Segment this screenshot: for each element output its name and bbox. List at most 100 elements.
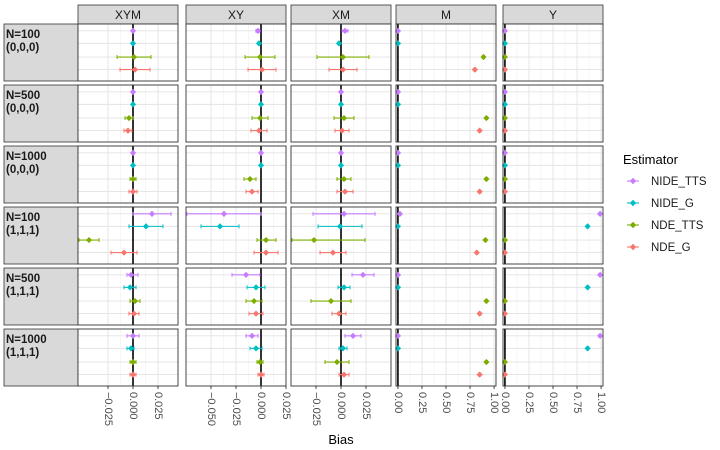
point-nde-g [476,310,483,317]
point-nide-tts [129,88,137,95]
point-nde-tts [130,53,138,61]
row-strip-n-5: N=1000 [6,334,47,346]
row-strip-setting-2: (0,0,0) [6,164,39,176]
x-tick-label: 0.00 [499,392,511,413]
point-nde-tts [256,358,264,366]
x-tick-label: −0.025 [310,392,322,426]
point-nide-tts [127,271,135,278]
point-nde-g [335,310,343,317]
point-nde-tts [483,358,490,366]
point-nide-tts [129,27,137,34]
panel-border [502,145,604,204]
point-nide-tts [254,27,262,34]
point-nide-g [339,345,347,352]
panel-border [77,84,179,143]
point-nde-tts [340,175,348,183]
x-tick-label: 0.025 [280,392,292,420]
point-nide-tts [148,210,156,217]
point-nde-g [338,127,346,134]
point-nide-g [335,40,343,47]
point-nide-g [252,284,260,291]
x-tick-label: 0.000 [335,392,347,420]
x-tick-label: 0.025 [360,392,372,420]
point-nide-tts [359,271,367,278]
point-nde-tts [483,175,490,183]
x-tick-label: −0.025 [230,392,242,426]
point-nide-tts [597,210,604,217]
point-nide-tts [257,88,265,95]
panel-border [185,267,287,326]
point-nde-tts [131,297,139,305]
point-nide-g [252,345,260,352]
point-nde-g [340,371,348,378]
row-strip-n-0: N=100 [6,29,40,41]
panel-bg-2-0 [78,146,178,203]
point-nde-tts [327,297,335,305]
legend-key-point [629,177,637,185]
legend-entry-nide-tts: NIDE_TTS [651,176,707,188]
point-nide-g [255,40,263,47]
point-nide-tts [337,149,345,156]
point-nde-g [258,66,266,73]
panel-border [77,328,179,387]
point-nide-tts [129,149,137,156]
legend-entry-nde-g: NDE_G [651,242,691,254]
point-nide-tts [220,210,228,217]
x-tick-label: 0.75 [571,392,583,413]
point-nde-g [130,310,138,317]
point-nide-tts [129,332,137,339]
point-nide-g [129,162,137,169]
point-nde-tts [129,175,137,183]
point-nide-g [394,101,402,108]
panel-border [185,206,287,265]
row-strip-setting-4: (1,1,1) [6,286,39,298]
legend: Estimator NIDE_TTS NIDE_G NDE_TTS NDE_G [623,152,707,254]
x-tick-label: 0.25 [416,392,428,413]
panel-border [290,23,392,82]
panel-border [77,267,179,326]
legend-entry-nide-g: NIDE_G [651,198,694,210]
point-nde-g [257,371,265,378]
x-tick-label: 1.00 [595,392,607,413]
x-axis-title: Bias [328,432,354,447]
point-nde-g [129,188,137,195]
panel-border [502,267,604,326]
point-nde-g [339,66,347,73]
x-tick-label: −0.025 [102,392,114,426]
point-nide-g [584,345,591,352]
x-tick-label: 0.000 [255,392,267,420]
panel-border [77,145,179,204]
point-nide-g [340,284,348,291]
point-nde-g [248,188,256,195]
x-tick-label: −0.050 [205,392,217,426]
panel-border [77,23,179,82]
point-nde-g [131,66,139,73]
x-tick-label: 0.50 [440,392,452,413]
point-nde-tts [129,358,137,366]
point-nde-g [471,66,478,73]
panel-border [395,145,497,204]
facet-strip-label-xy: XY [228,8,244,22]
panel-border [502,84,604,143]
point-nide-tts [394,149,402,156]
facet-strip-label-xm: XM [332,8,350,22]
point-nde-tts [340,114,348,122]
point-nide-g [216,223,224,230]
point-nide-tts [394,88,402,95]
point-nde-g [124,127,132,134]
point-nde-tts [125,114,133,122]
x-tick-label: 0.50 [547,392,559,413]
point-nde-tts [480,53,487,61]
point-nide-g [127,345,135,352]
panel-border [185,84,287,143]
point-nde-tts [85,236,93,244]
point-nde-tts [483,114,490,122]
point-nide-tts [349,332,357,339]
point-nide-tts [394,332,402,339]
row-strip-4 [3,267,79,326]
point-nide-g [394,162,402,169]
point-nide-g [584,223,591,230]
legend-key-point [629,243,637,251]
point-nide-tts [248,332,256,339]
panel-border [290,84,392,143]
